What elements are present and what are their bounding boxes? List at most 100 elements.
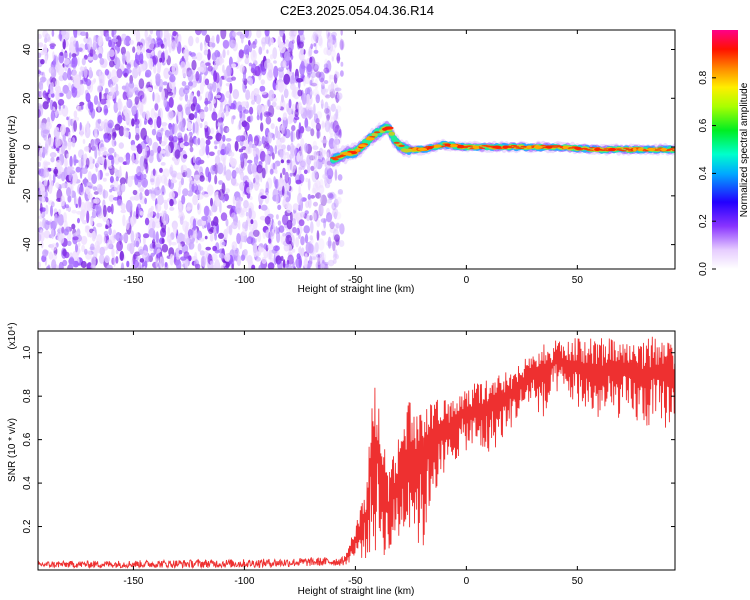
noise-cell [75,166,81,173]
signal-peak [637,147,644,152]
noise-cell [226,142,232,152]
noise-cell [327,192,334,199]
noise-cell [291,103,296,112]
noise-cell [162,81,168,86]
signal-peak [594,147,601,151]
noise-cell [87,99,92,110]
noise-cell [214,232,218,241]
noise-cell [244,121,250,131]
noise-cell [329,74,335,80]
noise-cell [125,154,131,166]
noise-cell [103,230,109,237]
noise-cell [195,52,203,61]
noise-cell [333,73,338,84]
noise-cell [243,249,248,256]
noise-cell [250,115,254,122]
noise-cell [243,200,249,209]
noise-cell [210,165,216,175]
noise-cell [152,243,156,249]
noise-cell [239,153,245,163]
noise-cell [134,159,139,165]
noise-cell [208,209,212,217]
noise-cell [307,193,311,200]
noise-cell [273,65,279,79]
noise-cell [259,150,266,162]
noise-cell [337,191,344,196]
noise-cell [298,255,302,269]
noise-cell [321,139,328,144]
noise-cell [311,82,318,87]
noise-cell [152,141,159,153]
noise-cell [263,243,268,250]
noise-cell [83,66,88,79]
noise-cell [314,242,320,253]
noise-cell [140,127,147,140]
noise-cell [215,132,222,142]
noise-cell [277,67,284,72]
noise-cell [267,243,275,250]
noise-cell [222,49,226,59]
noise-cell [74,231,80,236]
noise-cell [291,248,296,253]
noise-cell [100,30,105,37]
noise-cell [87,37,93,50]
noise-cell [259,85,266,93]
noise-cell [100,98,107,105]
noise-cell [320,100,324,104]
noise-cell [131,118,135,127]
noise-cell [224,253,231,262]
noise-cell [104,69,110,76]
noise-cell [154,85,159,90]
noise-cell [282,259,286,269]
noise-cell [296,34,301,46]
noise-cell [106,264,113,269]
noise-cell [315,151,323,156]
noise-cell [150,58,153,71]
noise-cell [312,88,319,97]
noise-cell [169,126,174,138]
noise-cell [188,113,195,121]
noise-cell [176,172,183,180]
noise-cell [211,205,218,213]
noise-cell [328,74,332,83]
snr-y-tick-label: 1.0 [22,345,33,359]
noise-cell [169,198,174,207]
noise-cell [81,57,86,66]
noise-cell [245,211,249,217]
noise-cell [153,247,157,255]
signal-ridge-cell [654,149,662,151]
noise-cell [214,249,220,254]
noise-cell [92,53,98,61]
noise-cell [71,137,76,148]
noise-cell [49,45,55,50]
noise-cell [66,187,71,197]
noise-cell [39,221,43,229]
noise-cell [55,182,60,189]
noise-cell [70,63,76,68]
noise-cell [202,189,205,197]
noise-cell [193,174,200,179]
noise-cell [103,235,107,244]
noise-cell [301,93,307,106]
signal-ridge-cell [620,150,627,152]
noise-cell [67,131,72,142]
noise-cell [171,179,177,184]
noise-cell [320,252,327,262]
noise-cell [43,169,50,178]
snr-x-tick-label: -150 [123,576,143,587]
noise-cell [91,139,98,152]
noise-cell [90,217,94,227]
noise-cell [180,164,188,173]
noise-cell [49,76,53,83]
noise-cell [300,247,305,257]
noise-cell [136,65,141,73]
noise-cell [252,242,258,254]
noise-cell [67,206,72,213]
noise-cell [62,71,68,81]
noise-cell [241,101,248,107]
noise-cell [168,191,175,200]
noise-cell [310,128,315,137]
signal-peak [526,145,532,149]
noise-cell [252,150,257,158]
noise-cell [140,63,146,72]
